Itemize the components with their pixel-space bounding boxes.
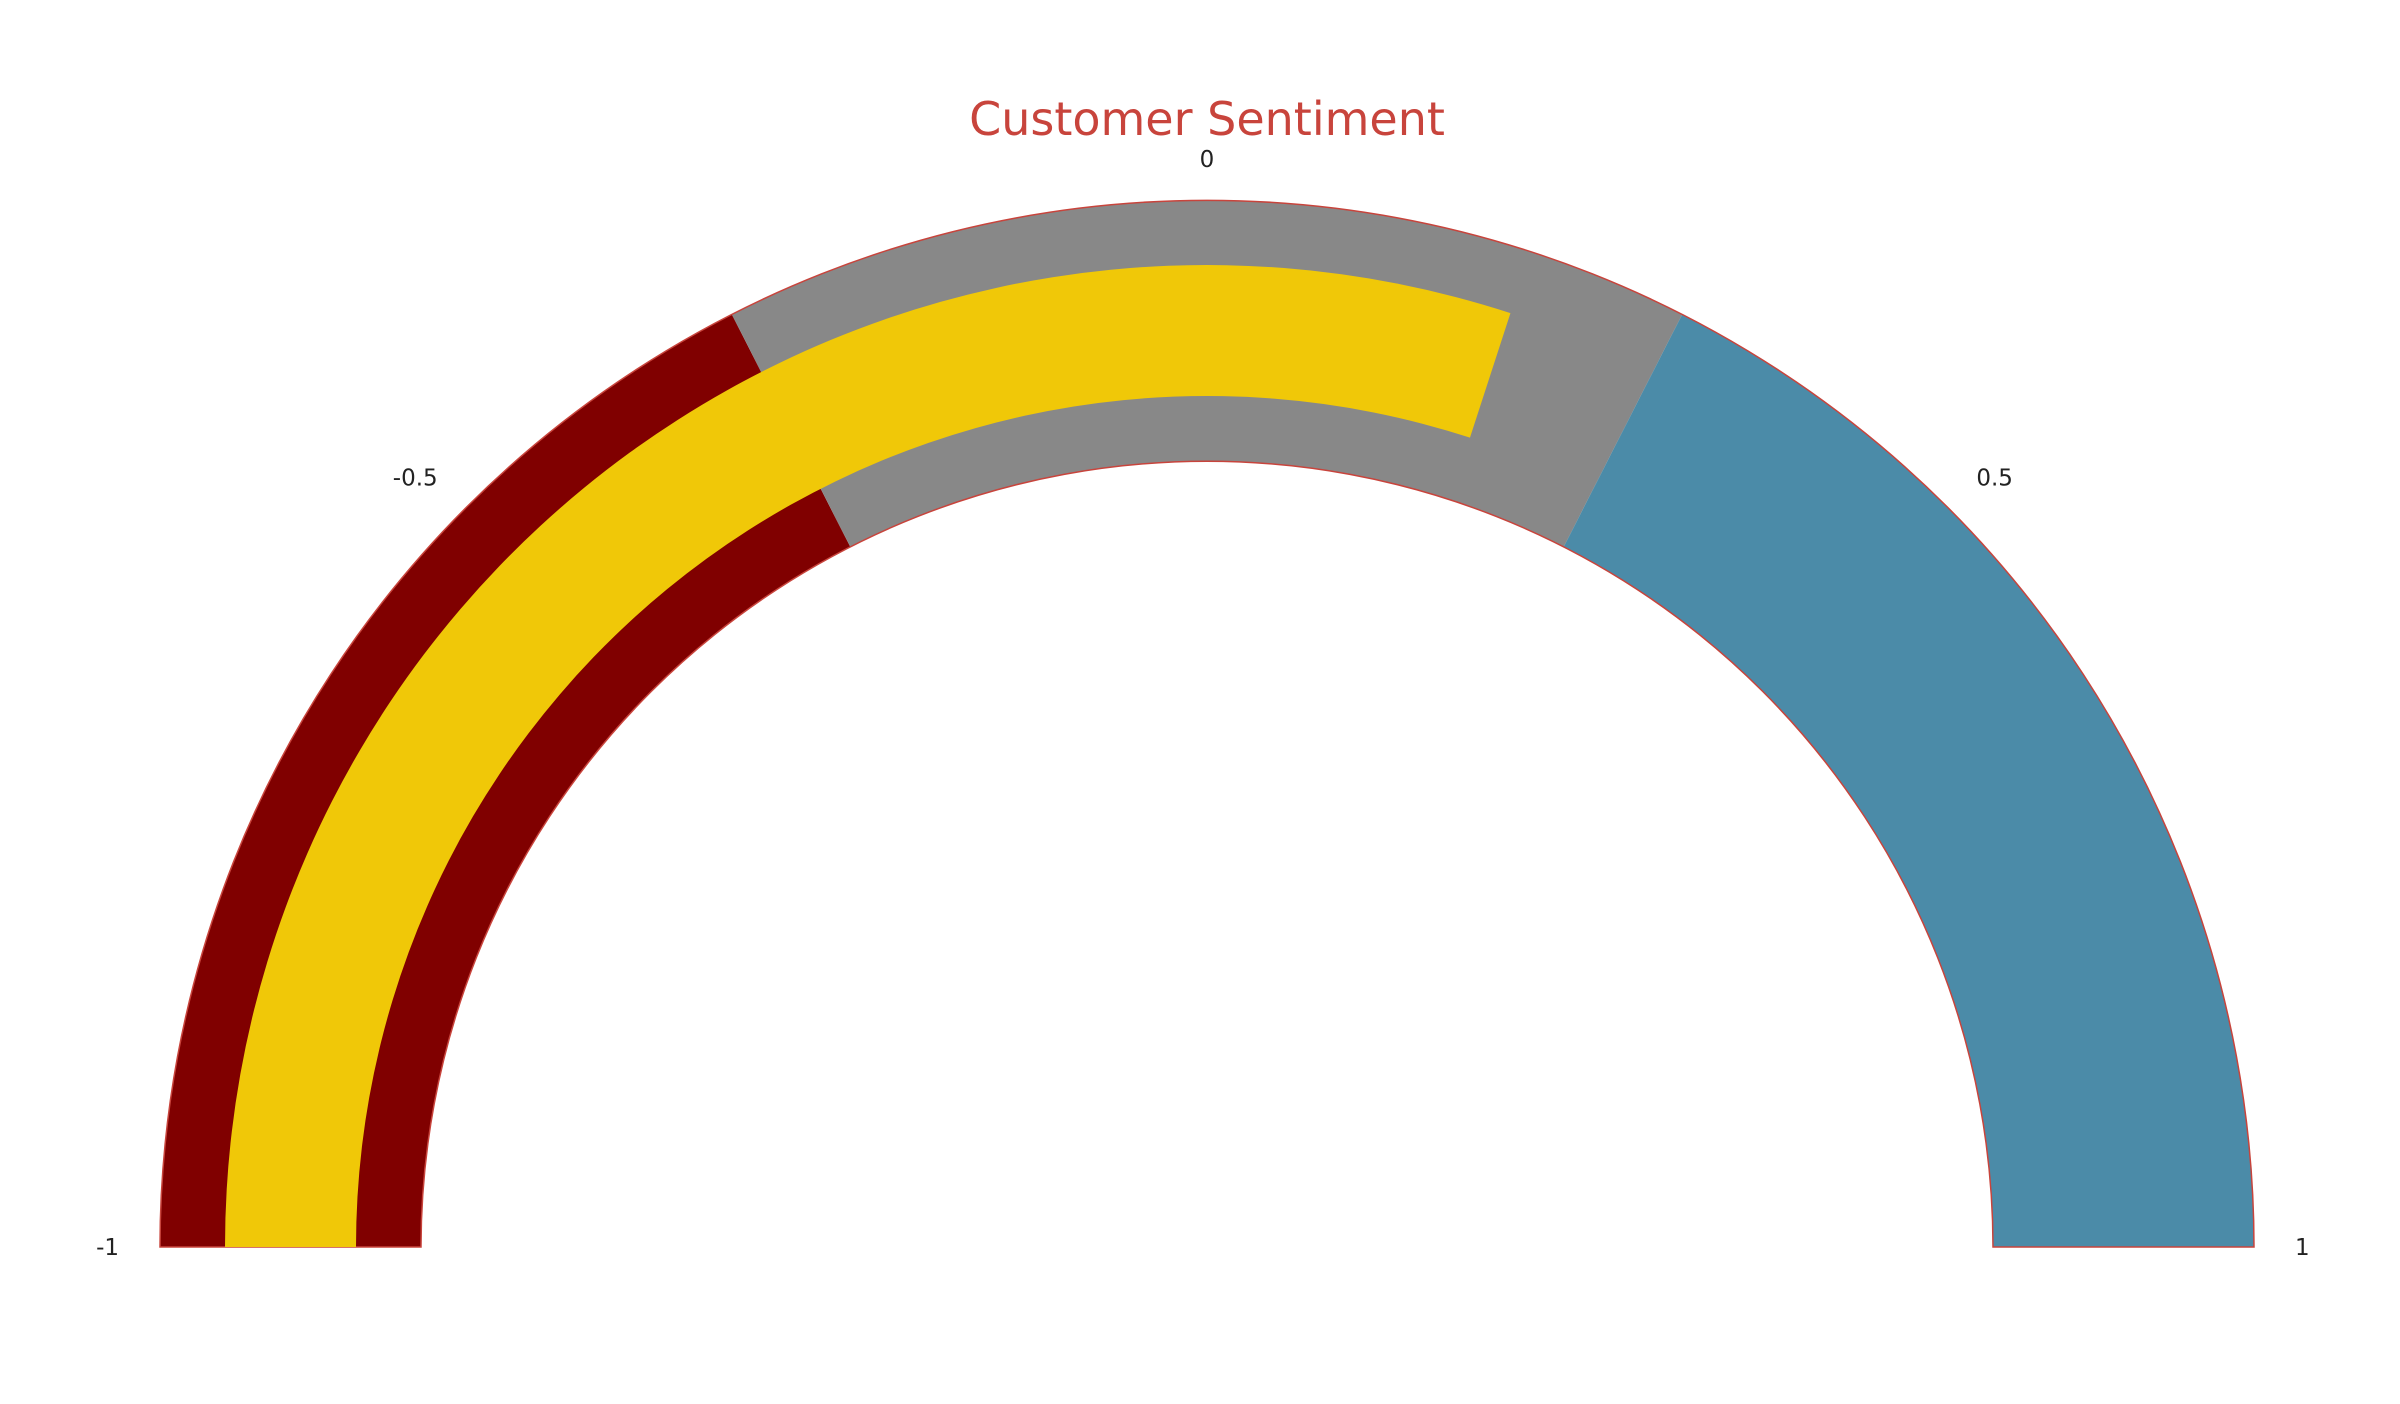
gauge-step-2 — [1563, 314, 2254, 1247]
tick-label: 0 — [1200, 147, 1215, 173]
chart-title: Customer Sentiment — [969, 92, 1445, 146]
gauge-border — [159, 199, 2255, 1248]
tick-label: 1 — [2295, 1235, 2310, 1261]
gauge-tick-labels: -1 -0.5 0 0.5 1 — [96, 147, 2310, 1261]
tick-label: 0.5 — [1976, 466, 2013, 492]
tick-label: -1 — [96, 1235, 119, 1261]
gauge-value-bar — [225, 264, 1511, 1247]
tick-label: -0.5 — [393, 466, 438, 492]
gauge-value-bar-layer — [225, 264, 1511, 1247]
